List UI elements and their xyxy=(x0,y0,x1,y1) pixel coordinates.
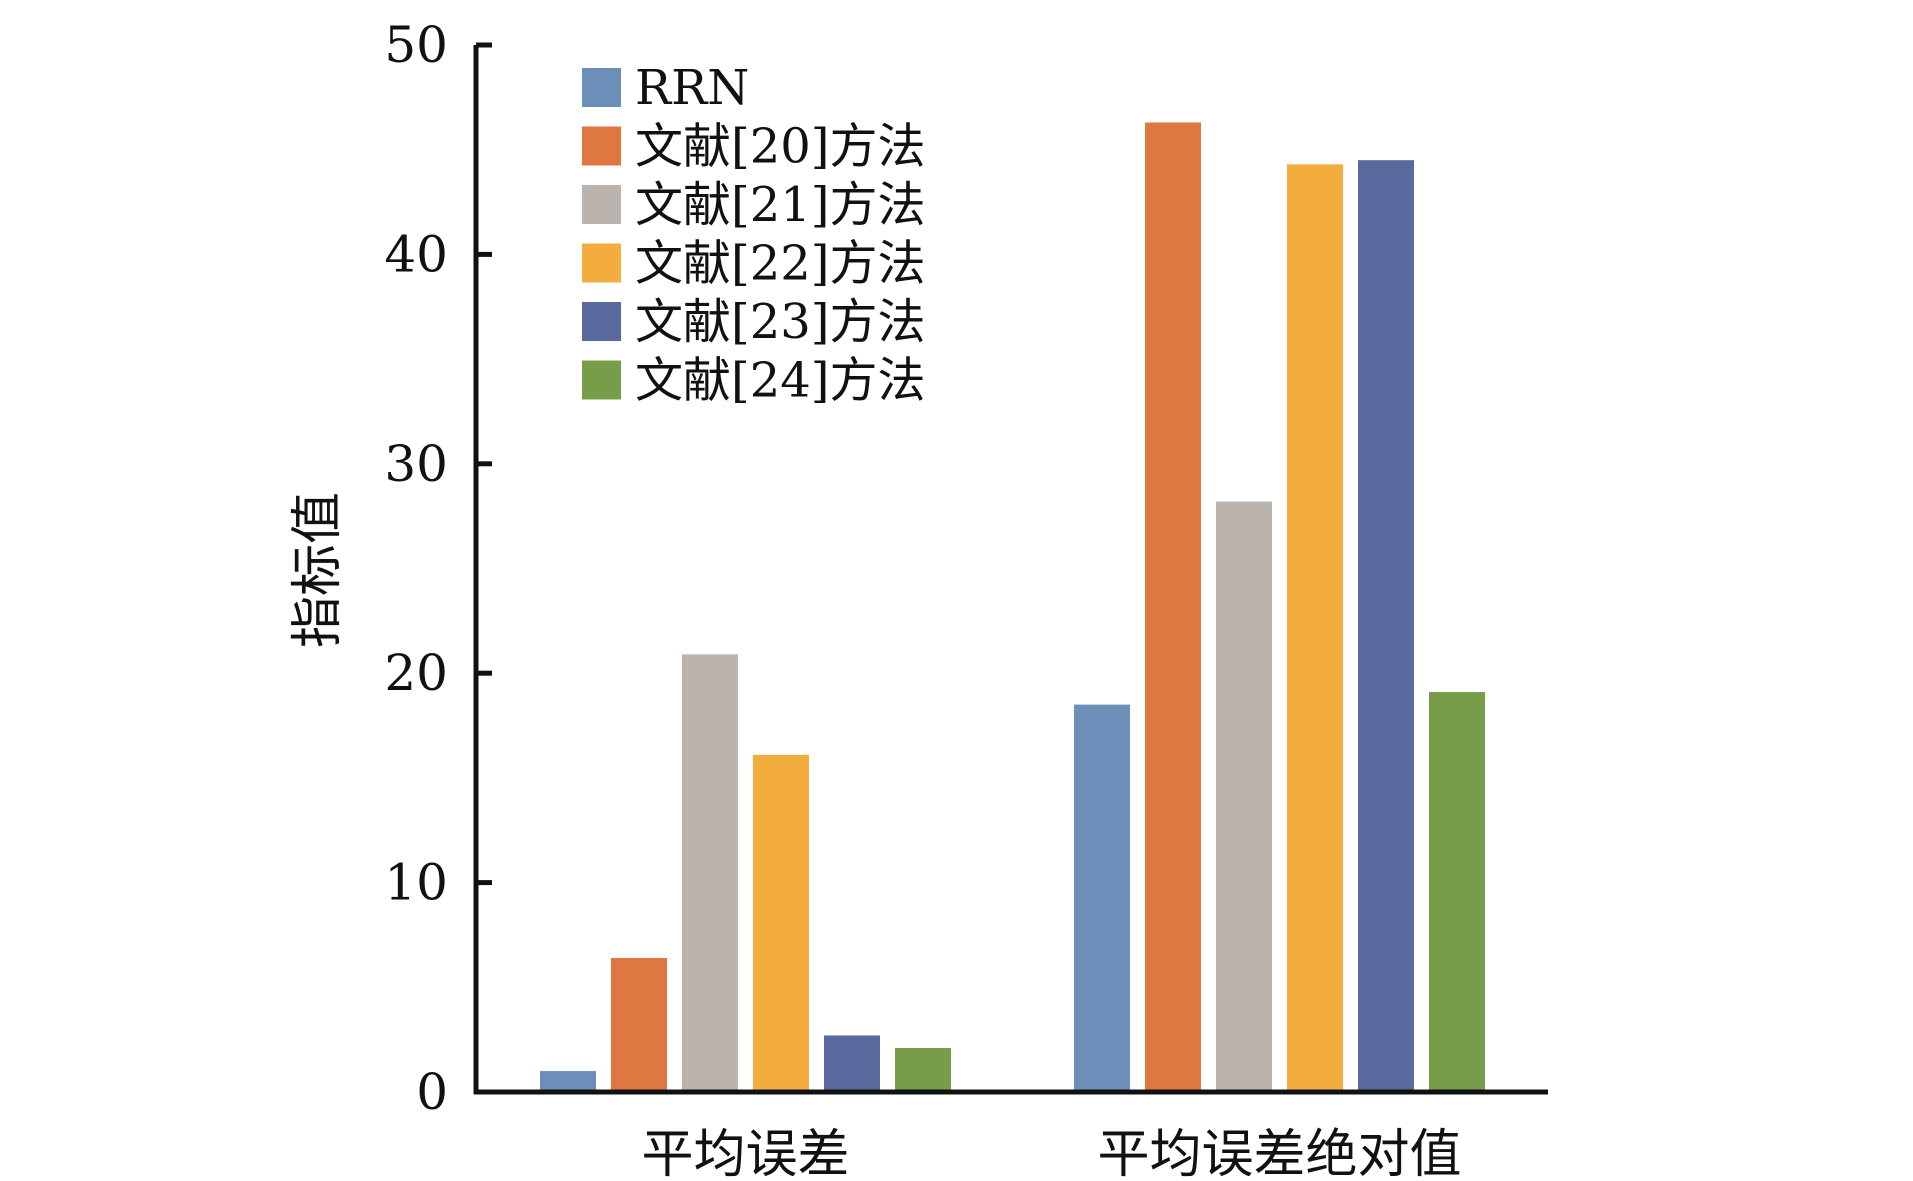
legend-label: 文献[20]方法 xyxy=(635,119,926,175)
y-tick-label: 10 xyxy=(384,854,448,912)
legend-label: 文献[21]方法 xyxy=(635,177,926,233)
y-tick-label: 30 xyxy=(384,435,448,493)
legend-swatch xyxy=(582,126,621,166)
legend-swatch xyxy=(582,185,621,224)
legend-swatch xyxy=(582,243,621,283)
legend-label: RRN xyxy=(635,60,749,116)
bars-group xyxy=(540,122,1485,1093)
x-categories-group: 平均误差 平均误差绝对值 xyxy=(641,1125,1461,1181)
bar-0-0 xyxy=(540,1071,596,1092)
legend-swatch xyxy=(582,360,621,400)
legend-swatch xyxy=(582,302,621,341)
legend-label: 文献[22]方法 xyxy=(635,236,926,292)
x-category-label: 平均误差绝对值 xyxy=(1097,1125,1461,1181)
bar-0-5 xyxy=(895,1048,951,1092)
legend-label: 文献[24]方法 xyxy=(635,353,926,409)
bar-0-4 xyxy=(824,1035,880,1092)
y-tick-label: 0 xyxy=(416,1063,448,1121)
y-tick-label: 20 xyxy=(384,644,448,702)
legend-swatch xyxy=(582,68,621,107)
bar-1-0 xyxy=(1074,704,1130,1092)
legend: RRN文献[20]方法文献[21]方法文献[22]方法文献[23]方法文献[24… xyxy=(582,60,926,409)
y-tick-label: 50 xyxy=(384,16,448,74)
y-tick-label: 40 xyxy=(384,225,448,283)
bar-0-1 xyxy=(611,957,667,1092)
y-ticks-group: 0 10 20 30 40 50 xyxy=(384,16,492,1121)
bar-1-2 xyxy=(1216,501,1272,1092)
bar-0-3 xyxy=(753,754,809,1092)
legend-label: 文献[23]方法 xyxy=(635,294,926,350)
bar-1-3 xyxy=(1287,164,1343,1092)
y-axis-title: 指标值 xyxy=(288,492,348,648)
bar-1-5 xyxy=(1429,692,1485,1092)
bar-1-1 xyxy=(1145,122,1201,1092)
bar-0-2 xyxy=(682,654,738,1092)
x-category-label: 平均误差 xyxy=(641,1125,849,1181)
bar-1-4 xyxy=(1358,160,1414,1093)
